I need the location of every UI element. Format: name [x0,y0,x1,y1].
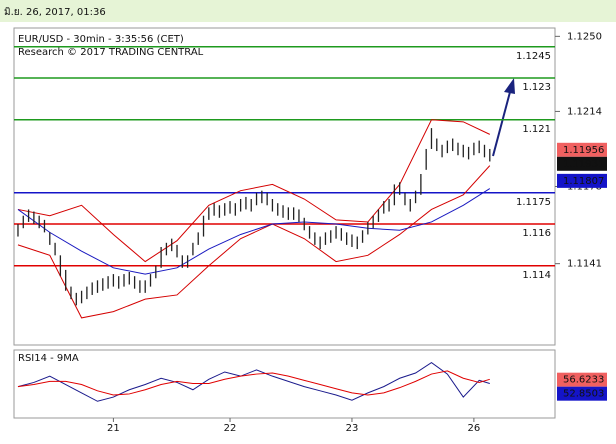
price-tag [557,142,607,157]
y-tick-label: 1.1214 [567,106,602,117]
y-tick-label: 1.1141 [567,259,602,270]
chart-subtitle: Research © 2017 TRADING CENTRAL [18,47,204,58]
x-tick-label: 23 [346,423,359,434]
level-label: 1.1175 [516,197,551,208]
level-label: 1.116 [522,228,551,239]
level-label: 1.114 [522,270,551,281]
price-tag [557,372,607,387]
price-tag-label: 1.11931 [563,159,604,170]
rsi-panel [13,349,556,419]
price-tag [557,156,607,171]
top-bar [0,0,616,22]
rsi-title: RSI14 - 9MA [18,353,79,364]
price-tag-label: 1.11956 [563,145,604,156]
arrow-head [504,78,515,94]
level-label: 1.1245 [516,51,551,62]
x-tick-label: 26 [468,423,481,434]
price-tag-label: 1.11807 [563,176,604,187]
level-label: 1.121 [522,124,551,135]
price-tag-label: 56.6233 [563,375,604,386]
overlay-line [17,188,491,275]
arrow [492,91,511,157]
price-panel [13,27,556,346]
price-tag [557,173,607,188]
price-tag [557,386,607,401]
y-tick-label: 1.1250 [567,31,602,42]
overlay-line [17,119,491,263]
x-tick-label: 22 [224,423,237,434]
overlay-line [17,165,491,319]
series-line [17,370,490,396]
chart-title: EUR/USD - 30min - 3:35:56 (CET) [18,34,184,45]
series-line [17,361,490,402]
level-label: 1.123 [522,82,551,93]
x-tick-label: 21 [107,423,120,434]
price-tag-label: 52.8503 [563,389,604,400]
timestamp: มิ.ย. 26, 2017, 01:36 [4,7,106,18]
